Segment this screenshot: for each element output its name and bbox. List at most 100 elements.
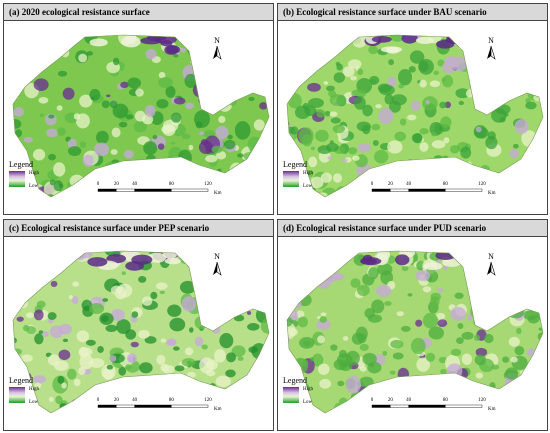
- scale-segment: [390, 404, 409, 408]
- map-patch: [169, 317, 186, 332]
- legend-title: Legend: [9, 160, 33, 169]
- map-patch: [317, 335, 326, 344]
- map-patch: [466, 314, 473, 321]
- map-patch: [53, 162, 66, 177]
- map-patch: [97, 346, 104, 353]
- map-patch: [428, 326, 444, 340]
- north-arrow-left: [487, 262, 491, 275]
- map-patch: [87, 257, 108, 267]
- map-patch: [125, 329, 137, 340]
- map-patch: [109, 355, 117, 362]
- map-patch: [371, 123, 381, 131]
- map-patch: [455, 88, 470, 99]
- map-patch: [237, 356, 244, 361]
- map-patch: [39, 113, 44, 118]
- map-patch: [376, 251, 391, 261]
- map-patch: [333, 72, 345, 83]
- map-patch: [144, 104, 156, 118]
- map-patch: [170, 112, 182, 123]
- map-patch: [144, 336, 157, 344]
- map-patch: [350, 75, 358, 81]
- map-patch: [491, 108, 507, 123]
- map-patch: [158, 77, 173, 88]
- map-patch: [345, 375, 361, 394]
- map-patch: [166, 339, 177, 346]
- scale-segment: [134, 404, 172, 408]
- map-patch: [299, 336, 315, 349]
- map-patch: [368, 45, 378, 55]
- map-patch: [214, 349, 226, 363]
- panel-header: [3, 219, 274, 237]
- legend-title: Legend: [283, 376, 307, 385]
- legend-low: Low: [303, 184, 313, 189]
- map-patch: [160, 338, 167, 343]
- panel-title: (b) Ecological resistance surface under …: [283, 7, 487, 17]
- scale-label: 120: [204, 398, 212, 403]
- map-patch: [13, 107, 25, 117]
- map-patch: [368, 267, 379, 280]
- map-patch: [449, 144, 460, 154]
- map-patch: [514, 119, 529, 135]
- map-patch: [505, 367, 519, 380]
- map-patch: [378, 107, 394, 125]
- map-patch: [259, 102, 268, 110]
- map-patch: [156, 98, 169, 109]
- map-patch: [315, 129, 329, 142]
- map-patch: [25, 312, 34, 319]
- map-patch: [399, 118, 407, 126]
- map-patch: [429, 121, 443, 136]
- legend-ramp: [9, 171, 25, 187]
- map-patch: [376, 284, 392, 298]
- north-label: N: [214, 252, 220, 261]
- north-arrow-right: [216, 261, 222, 276]
- map-patch: [296, 310, 305, 319]
- map-patch: [332, 124, 345, 134]
- map-patch: [301, 134, 313, 147]
- map-patch: [394, 131, 407, 142]
- map-patch: [55, 395, 63, 405]
- map-patch: [425, 352, 436, 362]
- map-patch: [102, 298, 109, 302]
- north-arrow: N: [487, 252, 496, 276]
- map-patch: [357, 142, 371, 153]
- map-patch: [53, 180, 64, 192]
- map-patch: [120, 81, 129, 89]
- map-patch: [125, 114, 134, 120]
- map-patch: [181, 133, 191, 140]
- map-patch: [247, 323, 260, 331]
- map-patch: [388, 101, 401, 113]
- map-patch: [99, 312, 114, 325]
- map-patch: [110, 308, 125, 322]
- map-patch: [150, 291, 158, 300]
- map-patch: [330, 344, 338, 351]
- map-patch: [382, 350, 388, 356]
- scale-label: 80: [169, 398, 175, 403]
- map-patch: [509, 148, 519, 159]
- map-patch: [199, 131, 205, 136]
- map-patch: [194, 336, 204, 347]
- map-patch: [419, 128, 429, 135]
- map-patch: [85, 339, 96, 346]
- scale-label: 0: [371, 398, 374, 403]
- map-patch: [396, 311, 404, 317]
- scale-segment: [134, 188, 172, 192]
- map-patch: [397, 68, 413, 86]
- map-patch: [164, 257, 181, 265]
- north-label: N: [488, 252, 494, 261]
- map-patch: [435, 312, 446, 320]
- map-panel: (c) Ecological resistance surface under …: [3, 219, 274, 431]
- scale-label: 40: [406, 182, 412, 187]
- scale-label: 0: [97, 182, 100, 187]
- map-patch: [484, 333, 494, 344]
- map-patch: [330, 117, 341, 124]
- map-patch: [211, 145, 223, 154]
- map-patch: [130, 341, 139, 348]
- map-patch: [143, 141, 158, 156]
- map-patch: [174, 365, 185, 372]
- map-patch: [48, 114, 55, 119]
- map-patch: [422, 312, 439, 329]
- map-patch: [181, 296, 197, 312]
- map-patch: [95, 130, 109, 145]
- map-patch: [335, 61, 341, 66]
- map-patch: [234, 121, 251, 140]
